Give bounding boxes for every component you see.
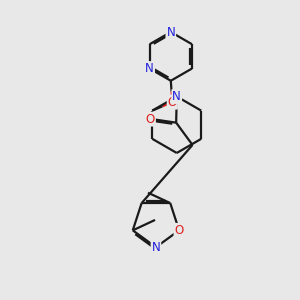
Text: N: N — [167, 26, 175, 38]
Text: N: N — [145, 62, 154, 75]
Text: O: O — [168, 96, 177, 109]
Text: O: O — [175, 224, 184, 237]
Text: N: N — [152, 241, 160, 254]
Text: O: O — [146, 112, 155, 126]
Text: N: N — [172, 90, 181, 103]
